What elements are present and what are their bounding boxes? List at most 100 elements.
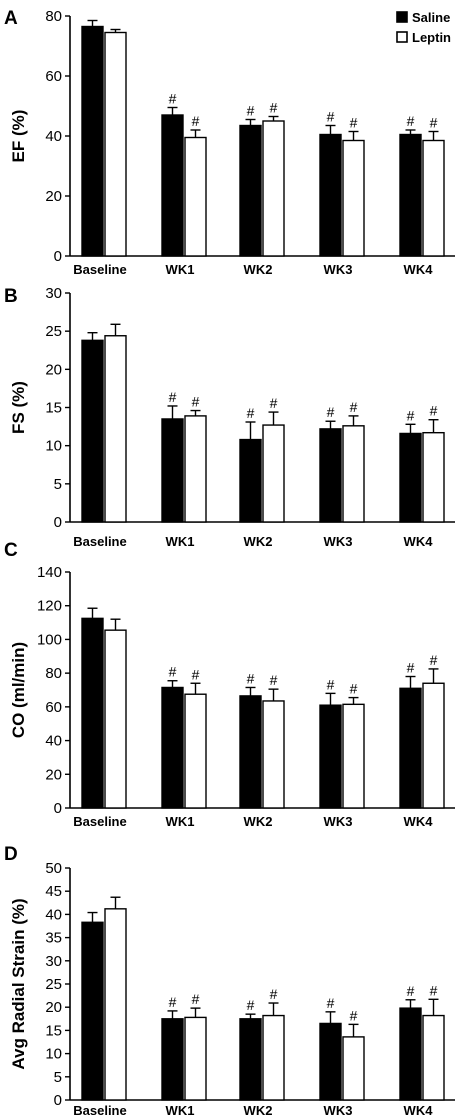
significance-marker: #: [247, 670, 255, 686]
y-tick-label: 25: [45, 323, 62, 340]
y-tick-label: 0: [54, 800, 62, 817]
x-tick-label: WK4: [404, 534, 434, 549]
bar-leptin: [422, 431, 445, 523]
significance-marker: #: [407, 113, 415, 129]
significance-marker: #: [350, 681, 358, 697]
y-tick-label: 5: [54, 1069, 62, 1086]
significance-marker: #: [350, 399, 358, 415]
bar-leptin: [342, 703, 365, 809]
significance-marker: #: [327, 109, 335, 125]
y-axis-label: CO (ml/min): [9, 642, 28, 738]
y-tick-label: 35: [45, 930, 62, 947]
x-tick-label: WK3: [324, 534, 353, 549]
significance-marker: #: [407, 983, 415, 999]
bar-leptin: [104, 31, 127, 257]
bar-saline: [319, 704, 342, 809]
significance-marker: #: [247, 997, 255, 1013]
y-tick-label: 40: [45, 906, 62, 923]
significance-marker: #: [270, 672, 278, 688]
bar-saline: [81, 339, 104, 523]
y-tick-label: 30: [45, 953, 62, 970]
significance-marker: #: [270, 395, 278, 411]
bar-saline: [161, 418, 184, 523]
y-tick-label: 60: [45, 68, 62, 85]
y-tick-label: 100: [37, 631, 62, 648]
bar-saline: [161, 114, 184, 257]
bar-saline: [239, 438, 262, 523]
y-axis-label: Avg Radial Strain (%): [9, 898, 28, 1069]
legend-swatch-saline: [396, 11, 408, 23]
y-axis-label: FS (%): [9, 381, 28, 434]
significance-marker: #: [270, 986, 278, 1002]
y-tick-label: 0: [54, 248, 62, 265]
y-tick-label: 10: [45, 1046, 62, 1063]
x-tick-label: WK3: [324, 1103, 353, 1118]
y-tick-label: 50: [45, 860, 62, 877]
significance-marker: #: [327, 676, 335, 692]
x-tick-label: WK1: [166, 1103, 195, 1118]
bar-leptin: [262, 1014, 285, 1101]
panel-b: B FS (%) 0 5 10 15 20 25 30 Baseline WK1 # # WK2 # # WK3…: [4, 285, 455, 549]
x-tick-label: WK3: [324, 814, 353, 829]
x-tick-label: WK4: [404, 1103, 434, 1118]
x-tick-label: WK4: [404, 814, 434, 829]
bar-saline: [239, 695, 262, 809]
bar-saline: [399, 133, 422, 257]
y-tick-label: 60: [45, 699, 62, 716]
x-tick-label: Baseline: [73, 534, 126, 549]
bar-leptin: [262, 424, 285, 523]
y-tick-label: 40: [45, 128, 62, 145]
y-tick-label: 5: [54, 476, 62, 493]
y-tick-label: 0: [54, 1092, 62, 1109]
significance-marker: #: [407, 407, 415, 423]
bar-leptin: [262, 120, 285, 257]
x-tick-label: WK2: [244, 534, 273, 549]
bar-saline: [161, 1018, 184, 1101]
y-tick-label: 20: [45, 766, 62, 783]
panel-c: C CO (ml/min) 0 20 40 60 80 100 120 140 Baseline WK…: [4, 540, 455, 829]
panel-letter: D: [4, 844, 18, 865]
y-tick-label: 80: [45, 665, 62, 682]
significance-marker: #: [192, 666, 200, 682]
bar-saline: [399, 1007, 422, 1101]
legend-label-leptin: Leptin: [412, 30, 451, 45]
x-tick-label: WK2: [244, 262, 273, 277]
significance-marker: #: [407, 660, 415, 676]
significance-marker: #: [327, 404, 335, 420]
y-tick-label: 15: [45, 400, 62, 417]
y-tick-label: 140: [37, 564, 62, 581]
bar-saline: [81, 921, 104, 1101]
x-tick-label: WK2: [244, 814, 273, 829]
bar-saline: [319, 133, 342, 257]
bar-saline: [399, 687, 422, 809]
significance-marker: #: [430, 115, 438, 131]
bar-leptin: [422, 1014, 445, 1101]
significance-marker: #: [247, 405, 255, 421]
bar-leptin: [184, 415, 207, 523]
significance-marker: #: [169, 994, 177, 1010]
bar-saline: [239, 124, 262, 257]
significance-marker: #: [350, 1007, 358, 1023]
y-tick-label: 15: [45, 1022, 62, 1039]
bar-saline: [161, 686, 184, 809]
legend: Saline Leptin: [396, 10, 451, 45]
bar-leptin: [104, 908, 127, 1101]
bar-saline: [239, 1018, 262, 1101]
significance-marker: #: [192, 394, 200, 410]
legend-swatch-leptin: [396, 31, 408, 43]
significance-marker: #: [169, 91, 177, 107]
bar-leptin: [342, 425, 365, 523]
bar-leptin: [184, 136, 207, 257]
bar-leptin: [184, 693, 207, 809]
x-tick-label: WK2: [244, 1103, 273, 1118]
bar-leptin: [184, 1016, 207, 1101]
x-tick-label: Baseline: [73, 1103, 126, 1118]
bar-leptin: [104, 629, 127, 809]
y-tick-label: 30: [45, 285, 62, 302]
x-tick-label: Baseline: [73, 814, 126, 829]
significance-marker: #: [247, 103, 255, 119]
panel-letter: B: [4, 286, 18, 307]
bar-leptin: [104, 335, 127, 523]
y-tick-label: 20: [45, 999, 62, 1016]
